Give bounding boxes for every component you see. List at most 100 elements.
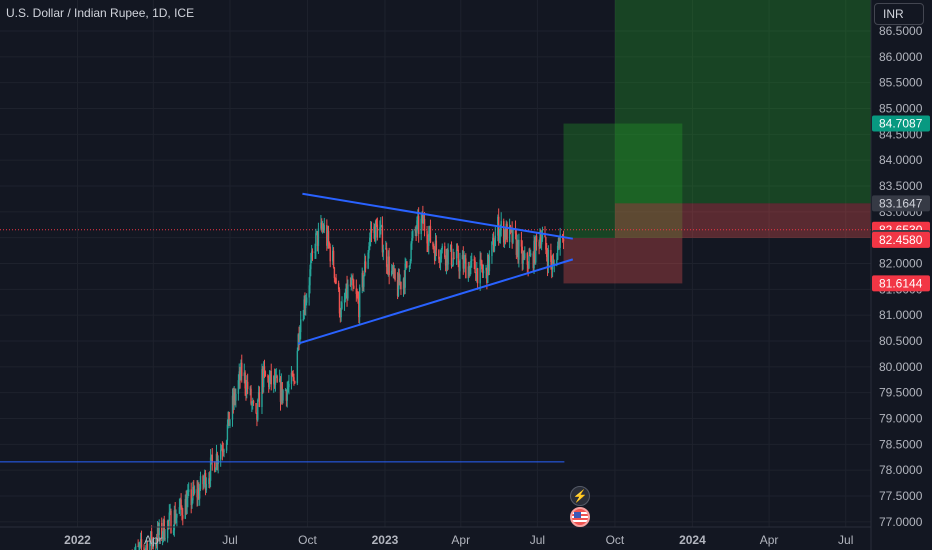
candle-body	[422, 213, 424, 224]
candle-body	[494, 235, 497, 247]
candle-body	[509, 225, 512, 229]
candle-body	[278, 378, 281, 382]
candle-body	[529, 255, 531, 257]
candle-body	[155, 542, 157, 546]
candle-body	[504, 230, 507, 239]
candle-body	[145, 543, 148, 548]
projection-stop-zone[interactable]	[614, 203, 871, 238]
candle-body	[400, 282, 402, 290]
price-label: 82.4580	[879, 233, 923, 247]
currency-button[interactable]: INR	[874, 3, 924, 25]
price-label-bg	[872, 195, 930, 212]
candle-body	[139, 542, 141, 547]
projection-target-zone[interactable]	[614, 0, 871, 204]
candle-body	[415, 230, 417, 233]
candle-body	[370, 229, 373, 233]
candle-body	[358, 299, 360, 318]
candle-body	[315, 233, 317, 252]
candle-body	[459, 259, 461, 272]
candle-body	[556, 259, 558, 264]
candle-body	[288, 383, 290, 388]
candle-body	[394, 269, 396, 281]
candle-body	[491, 241, 493, 257]
candle-body	[382, 249, 384, 253]
candle-body	[329, 246, 331, 262]
candle-body	[409, 261, 411, 266]
candle-body	[138, 546, 140, 548]
candle-body	[376, 224, 379, 238]
grid	[0, 0, 871, 527]
candle-body	[167, 520, 170, 522]
candle-body	[349, 284, 352, 286]
candle-body	[374, 220, 377, 242]
candle-body	[361, 272, 363, 288]
candle-body	[558, 237, 561, 248]
candle-body	[428, 233, 430, 246]
candle-body	[326, 225, 328, 246]
candle-body	[320, 222, 322, 229]
candle-body	[321, 222, 323, 229]
candle-body	[308, 285, 310, 298]
candle-body	[252, 400, 255, 404]
candle-body	[310, 260, 312, 270]
triangle-upper[interactable]	[302, 192, 573, 240]
long-position-stop-zone[interactable]	[563, 237, 683, 284]
candle-body	[296, 350, 299, 384]
candle-body	[514, 228, 517, 234]
us-flag-icon[interactable]	[570, 507, 590, 527]
candle-body	[166, 520, 169, 539]
candle-body	[198, 488, 200, 499]
candle-body	[404, 263, 406, 288]
candle-body	[270, 370, 272, 385]
x-tick-label: Apr	[760, 533, 779, 547]
lightning-icon[interactable]: ⚡	[570, 486, 590, 506]
candle-body	[428, 226, 431, 234]
candle-body	[526, 253, 529, 265]
candle-body	[398, 273, 400, 286]
candle-body	[151, 540, 154, 546]
candle-body	[487, 254, 489, 284]
candle-body	[512, 228, 514, 243]
candle-body	[223, 450, 225, 452]
candle-body	[232, 395, 235, 405]
candle-body	[421, 213, 423, 219]
candle-body	[216, 453, 219, 465]
candle-body	[506, 223, 508, 242]
trendlines[interactable]	[0, 192, 574, 463]
x-tick-label: Jul	[530, 533, 545, 547]
candle-body	[540, 238, 543, 245]
candle-body	[353, 285, 355, 289]
candle-body	[332, 250, 334, 262]
x-tick-label: Oct	[606, 533, 625, 547]
candle-body	[180, 499, 182, 508]
candle-body	[282, 390, 284, 401]
candle-body	[552, 261, 555, 264]
candle-body	[358, 287, 361, 318]
candle-body	[444, 257, 447, 266]
candle-body	[539, 237, 541, 247]
candle-body	[327, 231, 330, 243]
price-label-bg	[872, 231, 930, 248]
y-tick-label: 84.0000	[879, 153, 923, 167]
candle-body	[461, 255, 464, 260]
triangle-lower[interactable]	[297, 258, 574, 345]
y-tick-label: 77.0000	[879, 515, 923, 529]
y-tick-label: 85.0000	[879, 102, 923, 116]
candle-body	[516, 240, 518, 255]
candle-body	[249, 388, 251, 390]
candle-body	[385, 248, 388, 267]
long-position-target-zone[interactable]	[563, 123, 683, 238]
candle-body	[273, 376, 276, 385]
position-zones[interactable]	[0, 0, 871, 284]
candle-body	[381, 225, 384, 253]
candle-body	[408, 265, 411, 268]
candle-body	[219, 449, 222, 460]
candle-body	[447, 249, 449, 265]
candle-body	[529, 253, 532, 256]
candle-body	[323, 225, 326, 231]
candle-body	[434, 240, 437, 261]
candle-body	[355, 288, 358, 294]
time-axis[interactable]: 2022 Apr Jul Oct 2023 Apr Jul Oct 2024 Apr Jul	[64, 533, 853, 547]
candle-body	[452, 257, 454, 266]
